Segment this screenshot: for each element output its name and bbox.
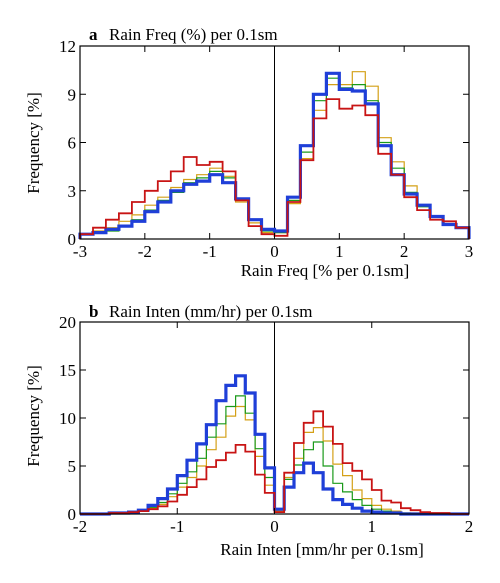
panel-b-y-tick-label: 20: [59, 313, 76, 332]
panel-a-x-tick-label: 0: [270, 242, 279, 261]
panel-a-series-1: [79, 71, 470, 239]
panel-a-y-tick-label: 6: [68, 134, 77, 153]
panel-b-y-tick-label: 0: [68, 505, 77, 524]
panel-a-x-tick-label: 3: [465, 242, 474, 261]
panel-letter-a: a: [89, 25, 98, 44]
panel-letter-b: b: [89, 302, 98, 321]
panel-a-x-tick-label: 2: [400, 242, 409, 261]
panel-b-x-tick-label: -1: [170, 517, 184, 536]
panel-b-x-axis-label: Rain Inten [mm/hr per 0.1sm]: [220, 540, 424, 559]
panel-a-x-tick-label: 1: [335, 242, 344, 261]
panel-b-title: Rain Inten (mm/hr) per 0.1sm: [109, 302, 313, 321]
panel-a-y-axis-label: Frequency [%]: [24, 92, 43, 194]
panel-a-y-tick-label: 0: [68, 230, 77, 249]
panel-b-x-tick-label: -2: [73, 517, 87, 536]
panel-a: a Rain Freq (%) per 0.1sm Rain Freq [% p…: [24, 25, 473, 280]
panel-a-title: Rain Freq (%) per 0.1sm: [109, 25, 278, 44]
panel-b: b Rain Inten (mm/hr) per 0.1sm Rain Inte…: [24, 302, 473, 559]
panel-b-x-tick-label: 0: [270, 517, 279, 536]
panel-b-series-1: [80, 405, 469, 515]
panel-b-y-tick-label: 5: [68, 457, 77, 476]
panel-a-y-tick-label: 9: [68, 85, 77, 104]
panel-b-series-2: [80, 395, 469, 515]
panel-a-x-axis-label: Rain Freq [% per 0.1sm]: [241, 261, 410, 280]
panel-a-x-tick-label: -2: [138, 242, 152, 261]
panel-b-y-tick-label: 15: [59, 361, 76, 380]
panel-a-y-tick-label: 12: [59, 37, 76, 56]
panel-b-series-3: [80, 374, 469, 516]
panel-a-x-tick-label: -3: [73, 242, 87, 261]
panel-a-x-tick-label: -1: [203, 242, 217, 261]
panel-a-y-tick-label: 3: [68, 182, 77, 201]
panel-b-x-tick-label: 2: [465, 517, 474, 536]
panel-b-x-tick-label: 1: [368, 517, 377, 536]
panel-b-y-tick-label: 10: [59, 409, 76, 428]
panel-b-y-axis-label: Frequency [%]: [24, 365, 43, 467]
